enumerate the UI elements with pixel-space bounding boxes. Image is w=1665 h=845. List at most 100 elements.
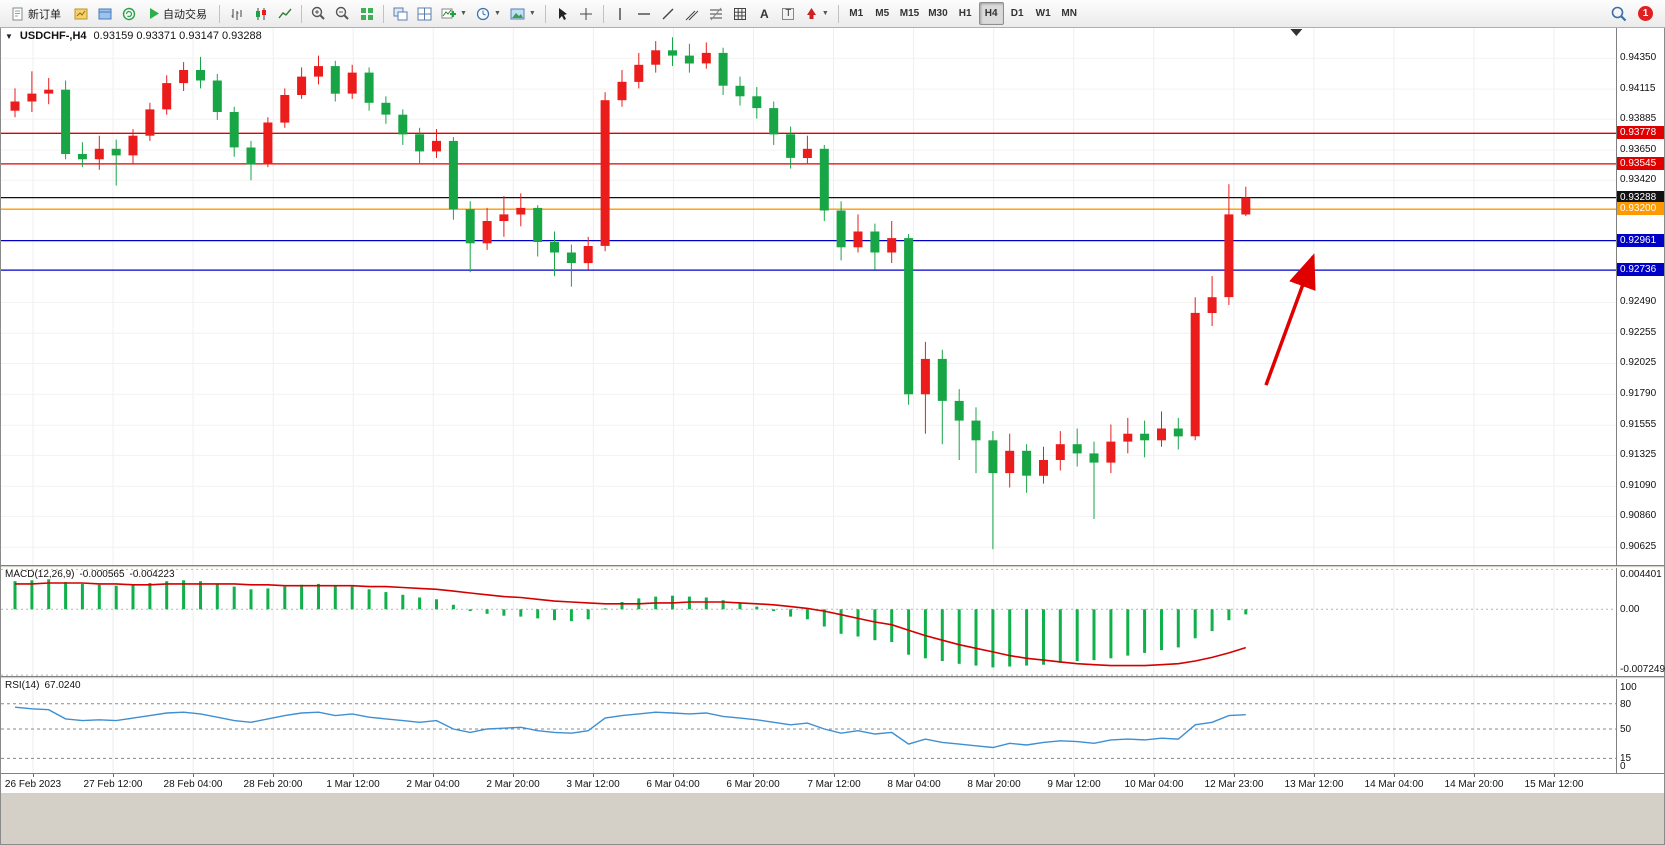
time-tick	[994, 774, 995, 777]
autotrading-button[interactable]: 自动交易	[141, 2, 214, 25]
time-tick	[753, 774, 754, 777]
time-label: 26 Feb 2023	[4, 779, 62, 790]
candlestick-chart[interactable]	[1, 28, 1618, 565]
tile-windows-icon	[360, 7, 373, 20]
zoom-out-button[interactable]	[331, 2, 354, 25]
label-icon: T	[782, 7, 795, 20]
price-tick-label: 0.92025	[1620, 357, 1657, 368]
toolbar-separator	[837, 4, 839, 23]
rsi-panel[interactable]: RSI(14) 67.0240 100 80 50 15 0	[1, 679, 1664, 773]
fibonacci-button[interactable]	[705, 2, 728, 25]
indicators-icon	[441, 8, 456, 18]
bar-chart-icon	[231, 8, 241, 20]
line-chart-button[interactable]	[273, 2, 296, 25]
price-tick-label: 0.91325	[1620, 449, 1657, 460]
fibonacci-icon	[710, 7, 723, 20]
time-tick	[1554, 774, 1555, 777]
arrange-windows-button[interactable]	[413, 2, 436, 25]
arrows-button[interactable]: ▼	[801, 2, 833, 25]
time-tick	[1474, 774, 1475, 777]
macd-panel[interactable]: MACD(12,26,9) -0.000565 -0.004223 0.0044…	[1, 568, 1665, 676]
price-tick-label: 0.90625	[1620, 541, 1657, 552]
price-level-label: 0.92736	[1617, 263, 1664, 276]
bar-chart-button[interactable]	[225, 2, 248, 25]
crosshair-icon	[580, 7, 593, 20]
text-button[interactable]: A	[753, 2, 776, 25]
price-tick-label: 0.92255	[1620, 327, 1657, 338]
cursor-button[interactable]	[551, 2, 574, 25]
new-order-label: 新订单	[28, 8, 61, 21]
toolbar: 新订单 自动交易 ▼ ▼	[0, 0, 1665, 28]
time-tick	[1314, 774, 1315, 777]
candlestick-icon	[255, 7, 266, 20]
trend-arrow	[1264, 253, 1316, 386]
panel-splitter[interactable]	[1, 565, 1664, 568]
rsi-tick-label: 0	[1620, 761, 1626, 772]
macd-main-value: -0.000565	[79, 569, 125, 580]
timeframe-button-m1[interactable]: M1	[844, 2, 869, 25]
time-label: 15 Mar 12:00	[1524, 779, 1584, 790]
timeframe-button-m5[interactable]: M5	[870, 2, 895, 25]
time-label: 27 Feb 12:00	[83, 779, 143, 790]
price-tick-label: 0.93885	[1620, 113, 1657, 124]
time-tick	[273, 774, 274, 777]
time-tick	[113, 774, 114, 777]
price-axis[interactable]: 0.94350 0.94115 0.93885 0.93650 0.93420 0.924…	[1616, 28, 1664, 565]
macd-chart	[1, 568, 1618, 676]
timeframe-button-h4[interactable]: H4	[978, 2, 1004, 25]
price-chart-panel[interactable]: ▼ USDCHF-,H4 0.93159 0.93371 0.93147 0.9…	[1, 28, 1664, 565]
crosshair-button[interactable]	[575, 2, 598, 25]
timeframe-button-m15[interactable]: M15	[896, 2, 923, 25]
time-tick	[33, 774, 34, 777]
arrows-icon	[806, 8, 816, 19]
price-level-label: 0.93545	[1617, 157, 1664, 170]
chart-dropdown-icon[interactable]: ▼	[5, 31, 13, 41]
notification-badge[interactable]: 1	[1638, 6, 1653, 21]
equidistant-channel-button[interactable]	[681, 2, 704, 25]
timeframe-button-d1[interactable]: D1	[1005, 2, 1030, 25]
candlestick-chart-button[interactable]	[249, 2, 272, 25]
shapes-button[interactable]	[729, 2, 752, 25]
new-order-icon	[12, 7, 23, 20]
label-button[interactable]: T	[777, 2, 800, 25]
profiles-button[interactable]	[93, 2, 116, 25]
periods-button[interactable]: ▼	[472, 2, 505, 25]
macd-axis: 0.004401 0.00 -0.007249	[1616, 568, 1665, 676]
time-tick	[914, 774, 915, 777]
time-label: 28 Feb 20:00	[243, 779, 303, 790]
dropdown-arrow-icon: ▼	[821, 10, 829, 17]
timeframe-button-h1[interactable]: H1	[953, 2, 978, 25]
timeframe-button-mn[interactable]: MN	[1057, 2, 1082, 25]
new-order-button[interactable]: 新订单	[4, 2, 68, 25]
macd-tick-label: -0.007249	[1620, 664, 1665, 675]
panel-splitter[interactable]	[1, 676, 1664, 679]
time-axis[interactable]: 26 Feb 2023 27 Feb 12:00 28 Feb 04:00 28 Fe…	[1, 773, 1664, 793]
channel-icon	[685, 10, 699, 20]
trendline-icon	[662, 8, 674, 19]
time-label: 8 Mar 04:00	[887, 779, 941, 790]
time-tick	[1234, 774, 1235, 777]
time-label: 14 Mar 04:00	[1364, 779, 1424, 790]
templates-button[interactable]: ▼	[506, 2, 540, 25]
zoom-in-button[interactable]	[307, 2, 330, 25]
new-chart-button[interactable]	[69, 2, 92, 25]
symbol-label: USDCHF-,H4	[19, 30, 87, 42]
time-label: 2 Mar 04:00	[406, 779, 460, 790]
timeframe-button-m30[interactable]: M30	[924, 2, 951, 25]
price-tick-label: 0.93650	[1620, 144, 1657, 155]
indicators-button[interactable]: ▼	[437, 2, 471, 25]
cascade-windows-button[interactable]	[389, 2, 412, 25]
refresh-button[interactable]	[117, 2, 140, 25]
horizontal-line-button[interactable]	[633, 2, 656, 25]
autotrading-label: 自动交易	[163, 8, 207, 21]
timeframe-button-w1[interactable]: W1	[1031, 2, 1056, 25]
macd-signal-value: -0.004223	[129, 569, 175, 580]
price-level-label: 0.93778	[1617, 126, 1664, 139]
search-button[interactable]	[1607, 2, 1631, 25]
new-chart-icon	[74, 8, 87, 19]
time-label: 7 Mar 12:00	[807, 779, 861, 790]
vertical-line-button[interactable]	[609, 2, 632, 25]
trendline-button[interactable]	[657, 2, 680, 25]
price-tick-label: 0.92490	[1620, 296, 1657, 307]
tile-windows-button[interactable]	[355, 2, 378, 25]
